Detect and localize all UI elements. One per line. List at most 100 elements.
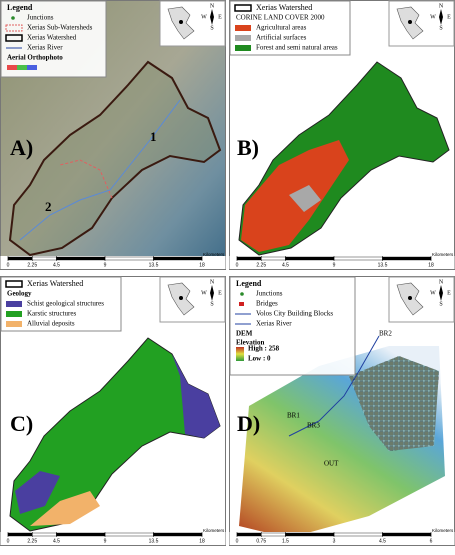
compass-label: N — [210, 3, 215, 9]
legend-ramp — [236, 347, 244, 361]
scale-segment — [104, 256, 154, 261]
legend-symbol — [6, 311, 22, 317]
legend-label: Junctions — [256, 290, 283, 298]
scale-unit: Kilometers — [203, 528, 225, 533]
inset-frame — [388, 276, 455, 323]
scale-segment — [382, 532, 432, 537]
river — [19, 99, 181, 241]
artificial-area — [289, 185, 321, 212]
legend-symbol — [7, 65, 17, 70]
scale-tick-label: 4.5 — [53, 262, 60, 268]
schist-area — [172, 354, 220, 438]
scale-tick-label: 13.5 — [149, 538, 159, 544]
scale-segment — [104, 532, 154, 537]
legend-symbol — [6, 301, 22, 307]
panel-label: D) — [237, 411, 260, 436]
legend-label: Xerias River — [27, 44, 63, 52]
location-dot — [408, 296, 412, 300]
location-dot — [179, 296, 183, 300]
scale-segment — [32, 256, 57, 261]
compass-label: W — [430, 14, 436, 20]
scale-unit: Kilometers — [203, 252, 225, 257]
legend-symbol — [17, 65, 27, 70]
inset-frame — [388, 0, 455, 47]
scale-tick-label: 0 — [7, 262, 10, 268]
scale-unit: Kilometers — [432, 252, 454, 257]
panel-label: B) — [237, 135, 259, 160]
map-label: BR3 — [307, 422, 320, 430]
compass-label: N — [210, 279, 215, 285]
panel-label: A) — [10, 135, 33, 160]
compass-label: S — [210, 301, 213, 307]
legend-subtitle: CORINE LAND COVER 2000 — [236, 14, 325, 22]
legend-symbol — [235, 45, 251, 51]
schist-area — [15, 471, 60, 514]
scale-segment — [153, 532, 203, 537]
legend-label: Agricultural areas — [256, 24, 307, 32]
scale-tick-label: 18 — [428, 262, 434, 268]
legend-label: Artificial surfaces — [256, 34, 307, 42]
watershed — [8, 60, 222, 257]
legend-symbol — [11, 16, 15, 20]
legend-symbol — [6, 321, 22, 327]
location-dot — [179, 20, 183, 24]
scale-tick-label: 6 — [430, 538, 433, 544]
compass-label: E — [218, 14, 222, 20]
scale-tick-label: 18 — [199, 262, 205, 268]
panel-label: C) — [10, 411, 33, 436]
legend-label: Forest and semi natural areas — [256, 44, 338, 52]
compass-label: S — [439, 25, 442, 31]
compass-label: N — [439, 279, 444, 285]
compass-label: E — [447, 290, 451, 296]
map-label: BR2 — [379, 330, 392, 338]
scale-tick-label: 2.25 — [256, 262, 266, 268]
compass-label: E — [218, 290, 222, 296]
compass-arrow — [439, 9, 443, 25]
compass-label: S — [210, 25, 213, 31]
scale-tick-label: 2.25 — [27, 262, 37, 268]
legend: Xerias Watershed CORINE LAND COVER 2000 Ag… — [229, 0, 351, 56]
legend-box — [0, 0, 107, 78]
legend-ramp-high: High : 258 — [248, 345, 280, 353]
river — [288, 335, 380, 437]
scale-segment — [56, 256, 106, 261]
legend-label: Aerial Orthophoto — [7, 54, 63, 62]
legend: Xerias Watershed Geology Schist geological… — [0, 276, 122, 332]
legend-label: Bridges — [256, 300, 278, 308]
scale-segment — [285, 256, 335, 261]
compass-arrow — [210, 285, 214, 301]
city-blocks — [349, 356, 439, 451]
legend-symbol — [5, 34, 23, 42]
inset-frame — [159, 0, 226, 47]
scale-tick-label: 4.5 — [282, 262, 289, 268]
legend-subtitle: DEM — [236, 330, 253, 338]
legend-ramp-low: Low : 0 — [248, 355, 271, 363]
scale-tick-label: 4.5 — [379, 538, 386, 544]
legend-label: Karstic structures — [27, 310, 76, 318]
compass-label: W — [430, 290, 436, 296]
legend-subtitle: Geology — [7, 290, 32, 298]
scale-segment — [236, 256, 262, 261]
alluvial-area — [30, 491, 100, 526]
scale-tick-label: 9 — [104, 262, 107, 268]
compass-arrow — [210, 9, 214, 25]
map-label: 1 — [150, 129, 157, 144]
scale-tick-label: 0.75 — [256, 538, 266, 544]
legend-symbol — [239, 302, 244, 306]
legend: Legend Junctions Bridges Volos City Buildin… — [229, 276, 356, 376]
legend-swatch — [5, 280, 23, 288]
map-label: 2 — [45, 199, 52, 214]
scale-tick-label: 9 — [333, 262, 336, 268]
legend-title: Legend — [236, 279, 262, 288]
legend-label: Alluvial deposits — [27, 320, 75, 328]
compass-label: N — [439, 3, 444, 9]
scale-tick-label: 13.5 — [378, 262, 388, 268]
compass-label: E — [447, 14, 451, 20]
legend-label: Xerias River — [256, 320, 292, 328]
legend-box — [229, 276, 356, 376]
scale-segment — [7, 256, 33, 261]
